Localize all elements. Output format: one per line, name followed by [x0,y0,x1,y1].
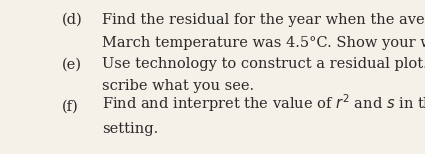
Text: Use technology to construct a residual plot. De-: Use technology to construct a residual p… [102,57,425,71]
Text: Find the residual for the year when the average: Find the residual for the year when the … [102,13,425,27]
Text: Find and interpret the value of $r^2$ and $s$ in this: Find and interpret the value of $r^2$ an… [102,92,425,114]
Text: (f): (f) [62,100,79,114]
Text: setting.: setting. [102,122,158,136]
Text: March temperature was 4.5°C. Show your work.: March temperature was 4.5°C. Show your w… [102,36,425,50]
Text: (d): (d) [62,13,83,27]
Text: (e): (e) [62,57,82,71]
Text: scribe what you see.: scribe what you see. [102,79,254,93]
